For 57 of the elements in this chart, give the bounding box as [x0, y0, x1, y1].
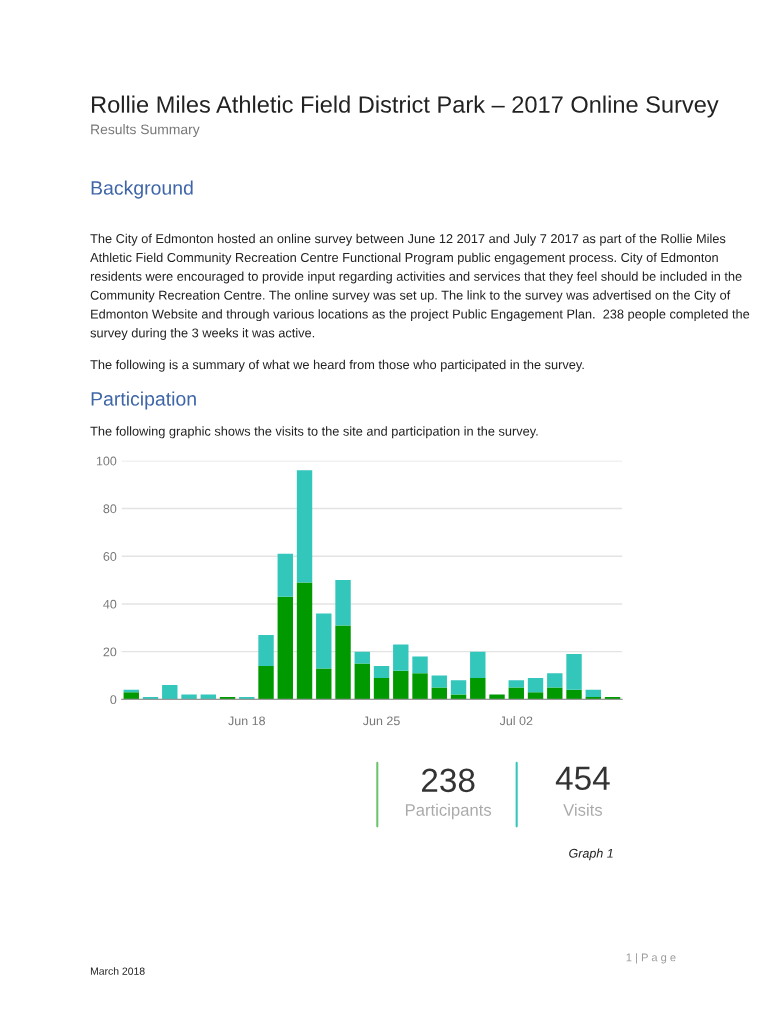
y-tick-label: 20	[103, 647, 117, 657]
text: Participants	[405, 803, 492, 820]
x-tick-label: Jul 02	[499, 716, 533, 726]
text: 1 | P a g e	[626, 953, 676, 964]
text: 454	[555, 766, 610, 791]
text: The following is a summary of what we heard from those who participated in the survey.	[90, 359, 584, 372]
bar	[412, 656, 428, 674]
text: Background	[91, 180, 193, 199]
text: 238	[422, 768, 475, 793]
bar	[508, 687, 524, 700]
bar	[162, 685, 178, 700]
text: Visits	[563, 803, 603, 816]
bar	[258, 665, 274, 700]
text: The following graphic shows the visits to the site and participation in the survey.	[90, 426, 538, 439]
y-tick-label: 40	[103, 599, 117, 609]
text: Participation	[91, 391, 196, 410]
text: March 2018	[90, 967, 145, 975]
bar	[547, 687, 563, 700]
bar	[566, 654, 582, 690]
y-tick-label: 0	[110, 695, 117, 705]
x-tick-label: Jun 25	[362, 716, 400, 726]
bar	[123, 692, 139, 700]
bar	[373, 677, 390, 700]
bar	[527, 692, 544, 700]
bar	[316, 668, 332, 700]
bar	[296, 470, 313, 583]
bar	[412, 673, 428, 700]
bar	[335, 580, 351, 626]
bar	[258, 634, 274, 666]
bar	[566, 689, 582, 700]
bar	[450, 680, 467, 695]
y-tick-label: 100	[96, 456, 117, 466]
bar	[527, 677, 544, 693]
bar	[547, 673, 563, 688]
bar	[585, 689, 601, 698]
bar	[277, 596, 293, 700]
bar	[470, 651, 486, 678]
x-tick-label: Jun 18	[228, 716, 266, 726]
bar	[393, 644, 409, 671]
bar	[296, 582, 313, 700]
bar	[335, 625, 351, 700]
bar	[316, 613, 332, 669]
text: The City of Edmonton hosted an online survey between June 12 2017 and July 7 2017 as part of the Rollie Miles Athletic Field Community Recreation Centre Functional Program public engagement process. City of Edmonton residents were encouraged to provide input regarding activities and services that they feel should be included in the Community Recreation Centre. The online survey was set up. The link to the survey was advertised on the City of Edmonton Website and through various locations as the project Public Engagement Plan. 238 people completed the survey during the 3 weeks it was active.	[90, 233, 750, 340]
bar	[354, 651, 370, 664]
bar	[431, 675, 447, 688]
chart-title: Rollie Miles Athletic Field District Park – 2017 Online Survey	[92, 95, 719, 118]
bar	[354, 663, 370, 700]
bar	[277, 553, 293, 597]
y-tick-label: 80	[103, 504, 117, 514]
caption: Graph 1	[569, 848, 613, 861]
bar	[393, 670, 409, 700]
bar	[373, 665, 390, 678]
bar	[508, 680, 524, 688]
y-tick-label: 60	[103, 552, 117, 561]
bar	[431, 687, 447, 700]
chart-subtitle: Results Summary	[91, 124, 200, 138]
bar	[470, 677, 486, 700]
